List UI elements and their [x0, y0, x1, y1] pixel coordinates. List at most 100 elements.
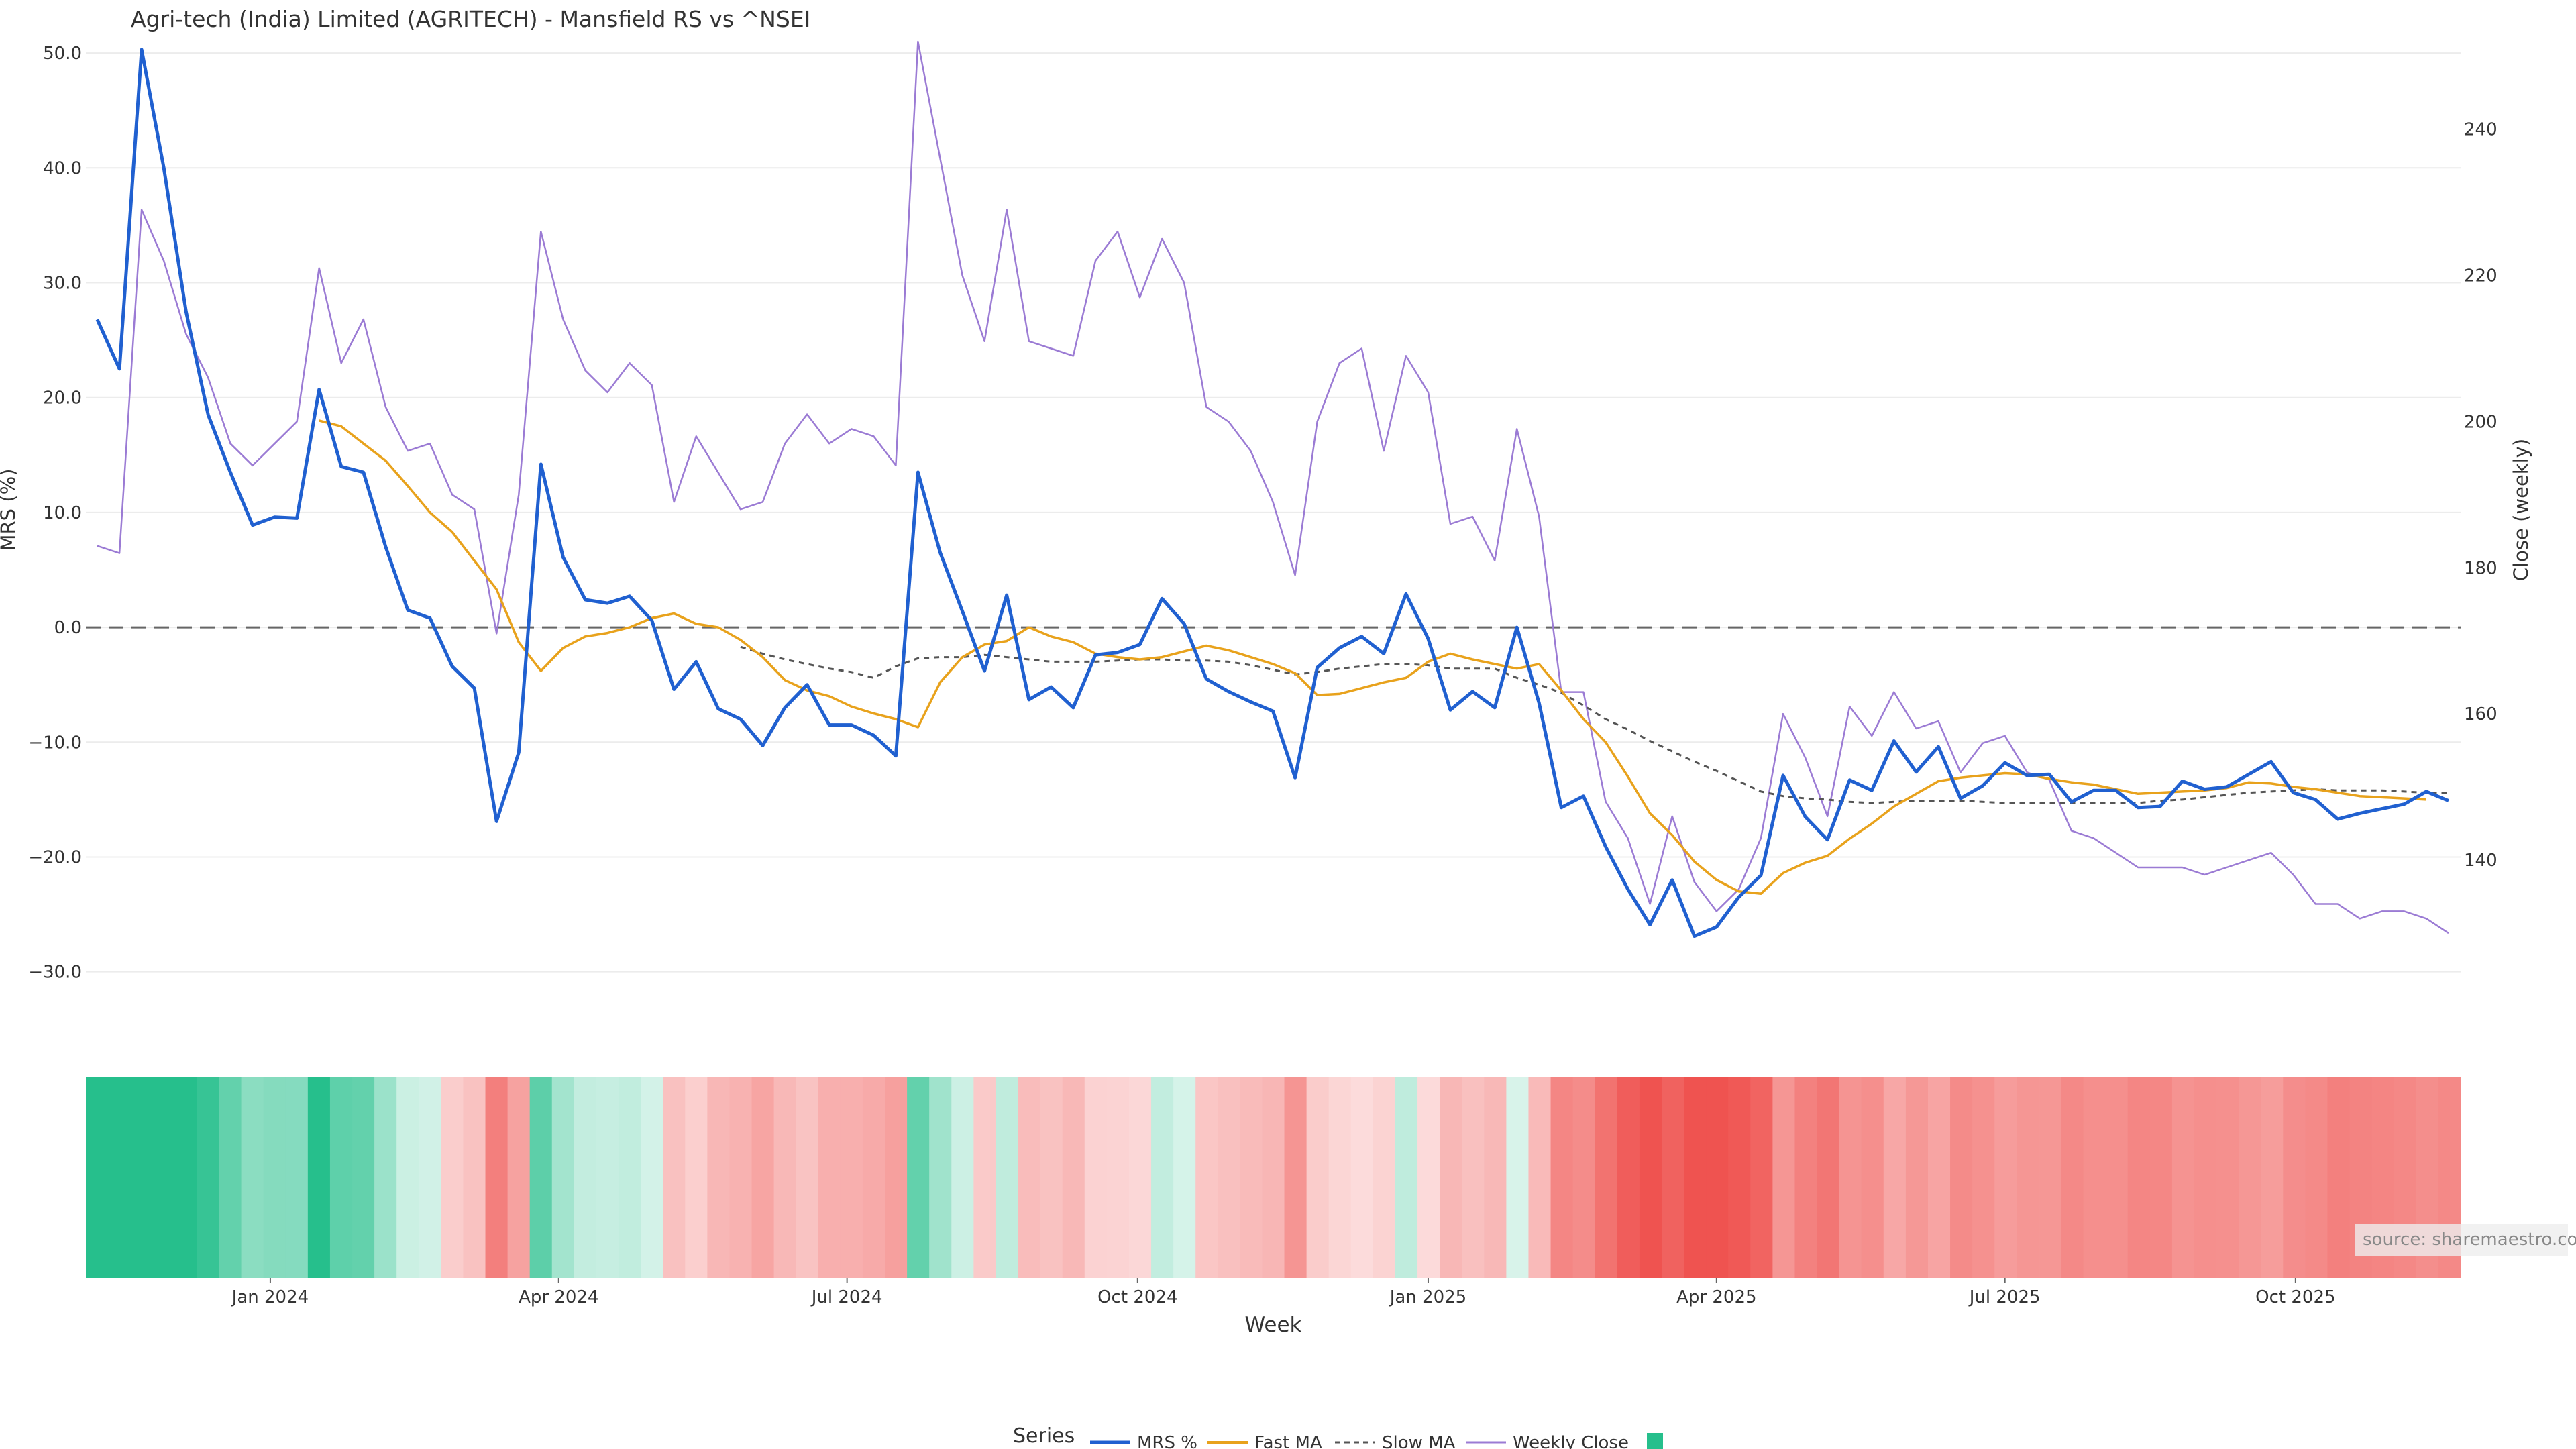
y-tick-label: 50.0	[43, 44, 82, 64]
legend-swatch-heatmap	[1647, 1433, 1663, 1449]
heatmap-cell	[840, 1077, 863, 1278]
heatmap-cell	[2149, 1077, 2173, 1278]
heatmap-cell	[2171, 1077, 2195, 1278]
heatmap-cell	[197, 1077, 220, 1278]
heatmap-cell	[1905, 1077, 1929, 1278]
y2-tick-label: 220	[2464, 266, 2498, 286]
mrs-line	[95, 48, 2449, 938]
heatmap-cell	[1417, 1077, 1440, 1278]
heatmap-cell	[1395, 1077, 1418, 1278]
heatmap-cell	[1173, 1077, 1197, 1278]
heatmap-cell	[263, 1077, 286, 1278]
heatmap-cell	[1883, 1077, 1907, 1278]
heatmap-cell	[174, 1077, 198, 1278]
legend-title: Series	[1013, 1424, 1075, 1448]
heatmap-cell	[1128, 1077, 1152, 1278]
x-tick-label: Apr 2025	[1676, 1287, 1756, 1307]
heatmap-cell	[1817, 1077, 1840, 1278]
heatmap-cell	[2039, 1077, 2062, 1278]
heatmap-cell	[1106, 1077, 1130, 1278]
y-tick-label: −30.0	[28, 963, 82, 983]
x-tick-label: Apr 2024	[519, 1287, 598, 1307]
heatmap-cell	[973, 1077, 997, 1278]
y-axis-label: MRS (%)	[0, 469, 19, 551]
heatmap-cell	[951, 1077, 975, 1278]
legend-label-fast-ma: Fast MA	[1254, 1433, 1322, 1449]
heatmap-cell	[1350, 1077, 1374, 1278]
heatmap-cell	[1706, 1077, 1729, 1278]
source-note-background	[2355, 1224, 2568, 1256]
heatmap-cell	[2061, 1077, 2084, 1278]
heatmap-cell	[1484, 1077, 1507, 1278]
x-tick-label: Jul 2024	[810, 1287, 883, 1307]
heatmap-cell	[1284, 1077, 1307, 1278]
heatmap-cell	[2283, 1077, 2306, 1278]
heatmap-cell	[2127, 1077, 2151, 1278]
heatmap-cell	[1772, 1077, 1796, 1278]
heatmap-cell	[2017, 1077, 2040, 1278]
heatmap-cell	[996, 1077, 1019, 1278]
y-tick-label: 20.0	[43, 388, 82, 409]
weekly-close-line	[97, 40, 2449, 934]
heatmap-cell	[307, 1077, 331, 1278]
heatmap-cell	[2083, 1077, 2106, 1278]
heatmap-cell	[1617, 1077, 1640, 1278]
legend-label-mrs: MRS %	[1137, 1433, 1197, 1449]
heatmap-cell	[551, 1077, 575, 1278]
y-tick-label: 30.0	[43, 274, 82, 294]
heatmap-cell	[1040, 1077, 1063, 1278]
x-axis-label: Week	[1245, 1313, 1302, 1337]
fast-ma-line	[319, 419, 2426, 895]
heatmap-cell	[641, 1077, 663, 1278]
y2-tick-label: 240	[2464, 120, 2498, 140]
legend-label-slow-ma: Slow MA	[1382, 1433, 1456, 1449]
heatmap-cell	[2305, 1077, 2328, 1278]
heatmap-cell	[1062, 1077, 1085, 1278]
heatmap-cell	[419, 1077, 442, 1278]
y2-tick-label: 160	[2464, 704, 2498, 724]
heatmap-cell	[1639, 1077, 1662, 1278]
y-tick-label: 0.0	[54, 618, 82, 638]
y2-tick-label: 200	[2464, 412, 2498, 432]
heatmap-cell	[596, 1077, 619, 1278]
heatmap-cell	[751, 1077, 775, 1278]
heatmap-cell	[1018, 1077, 1041, 1278]
heatmap-cell	[1084, 1077, 1108, 1278]
heatmap-cell	[796, 1077, 819, 1278]
heatmap-cell	[241, 1077, 264, 1278]
heatmap-cell	[619, 1077, 641, 1278]
heatmap-cell	[374, 1077, 397, 1278]
heatmap-cell	[929, 1077, 953, 1278]
heatmap-cell	[1151, 1077, 1174, 1278]
heatmap-cell	[529, 1077, 553, 1278]
heatmap-cell	[2261, 1077, 2284, 1278]
x-tick-label: Jul 2025	[1968, 1287, 2041, 1307]
heatmap-cell	[2194, 1077, 2217, 1278]
source-note-text: source: sharemaestro.com	[2363, 1230, 2576, 1250]
heatmap-cell	[2327, 1077, 2351, 1278]
heatmap-cell	[329, 1077, 353, 1278]
heatmap-cell	[1306, 1077, 1330, 1278]
heatmap-cell	[1661, 1077, 1684, 1278]
y2-tick-label: 180	[2464, 558, 2498, 578]
heatmap-cell	[152, 1077, 176, 1278]
y-axis-left-ticks: 50.0 40.0 30.0 20.0 10.0 0.0 −10.0 −20.0 −30.0	[28, 44, 82, 983]
heatmap-cell	[907, 1077, 930, 1278]
legend: Series MRS % Fast MA Slow MA Weekly Clos…	[1013, 1424, 1663, 1449]
heatmap-cell	[1595, 1077, 1618, 1278]
heatmap-cell	[1684, 1077, 1707, 1278]
heatmap-cell	[1728, 1077, 1752, 1278]
y-tick-label: −10.0	[28, 733, 82, 753]
y-tick-label: 40.0	[43, 158, 82, 178]
heatmap-cell	[707, 1077, 731, 1278]
heatmap-cell	[1462, 1077, 1485, 1278]
heatmap-cell	[1572, 1077, 1596, 1278]
y-axis-right-ticks: 240 220 200 180 160 140	[2464, 120, 2498, 871]
heatmap-cell	[729, 1077, 753, 1278]
x-tick-label: Jan 2025	[1389, 1287, 1467, 1307]
heatmap-cell	[352, 1077, 375, 1278]
heatmap-cell	[219, 1077, 242, 1278]
heatmap-cell	[862, 1077, 885, 1278]
heatmap-cell	[2216, 1077, 2239, 1278]
